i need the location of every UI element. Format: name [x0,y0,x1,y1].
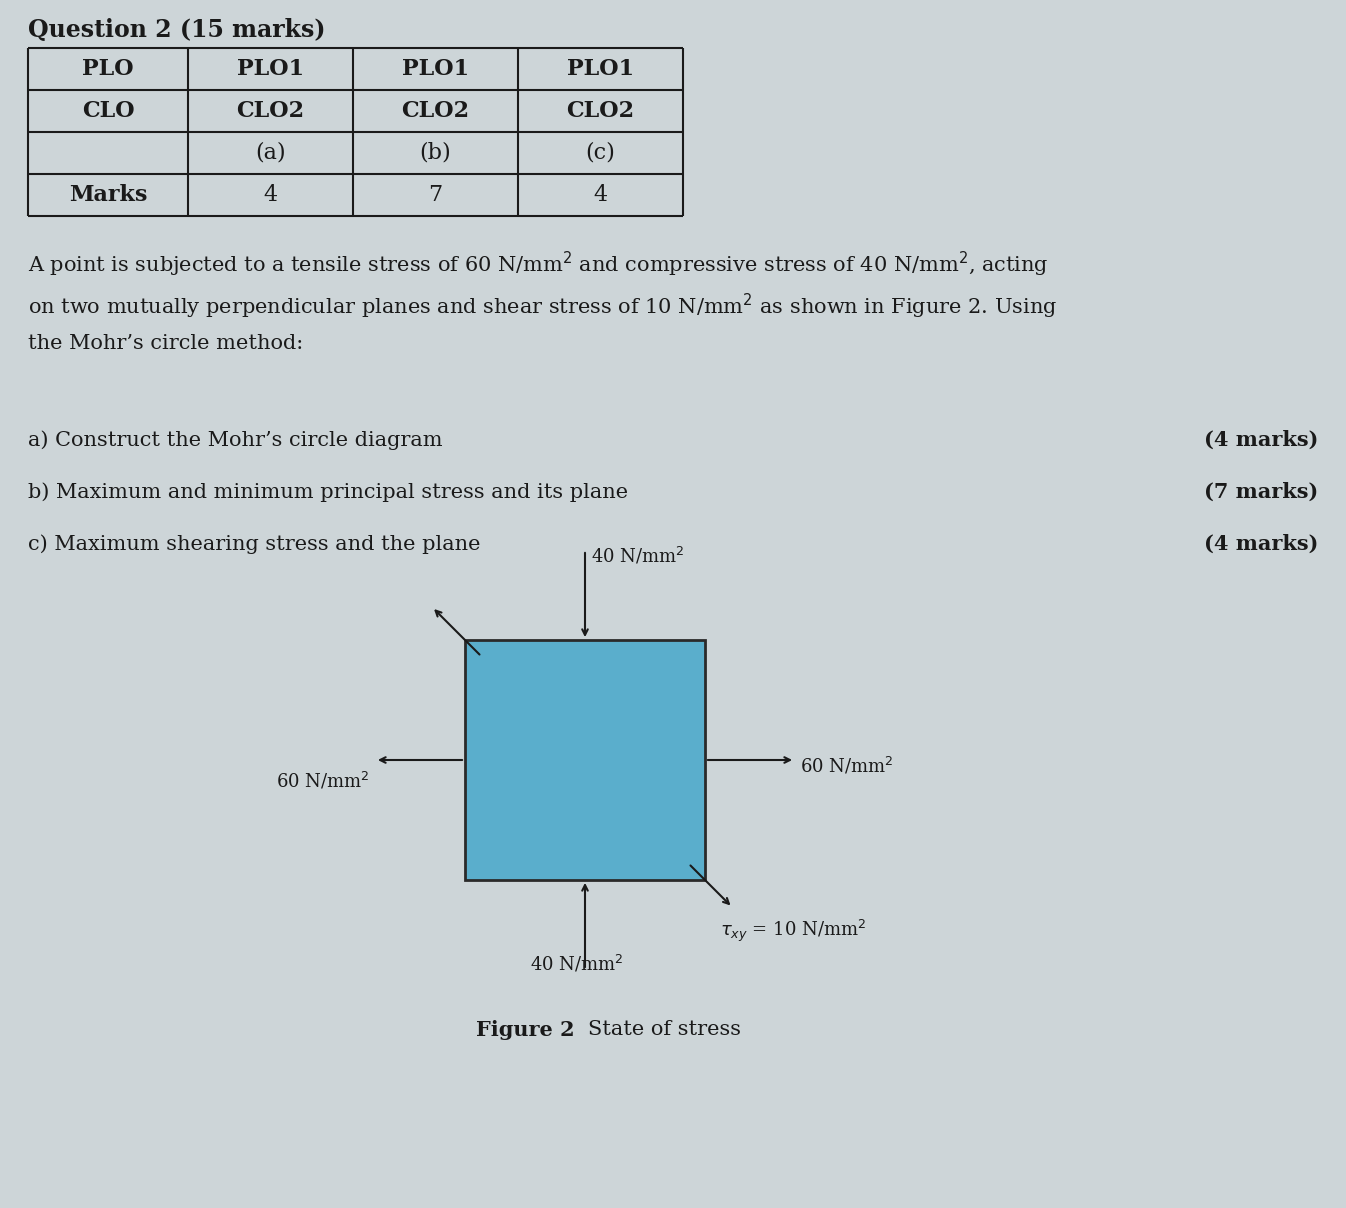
Text: (4 marks): (4 marks) [1203,430,1318,451]
Text: a) Construct the Mohr’s circle diagram: a) Construct the Mohr’s circle diagram [28,430,443,449]
Text: b) Maximum and minimum principal stress and its plane: b) Maximum and minimum principal stress … [28,482,629,501]
Text: (a): (a) [256,143,285,164]
Text: CLO: CLO [82,100,135,122]
Text: CLO2: CLO2 [401,100,470,122]
Text: PLO1: PLO1 [237,58,304,80]
Text: PLO1: PLO1 [402,58,468,80]
Text: the Mohr’s circle method:: the Mohr’s circle method: [28,333,303,353]
Text: 7: 7 [428,184,443,207]
Bar [464,640,705,879]
Text: (c): (c) [586,143,615,164]
Text: 40 N/mm$^2$: 40 N/mm$^2$ [530,954,623,975]
Text: 40 N/mm$^2$: 40 N/mm$^2$ [591,545,685,567]
Text: PLO1: PLO1 [567,58,634,80]
Text: PLO: PLO [82,58,133,80]
Text: CLO2: CLO2 [567,100,634,122]
Text: 60 N/mm$^2$: 60 N/mm$^2$ [800,755,894,776]
Text: c) Maximum shearing stress and the plane: c) Maximum shearing stress and the plane [28,534,481,553]
Text: State of stress: State of stress [588,1020,742,1039]
Text: 4: 4 [594,184,607,207]
Text: (b): (b) [420,143,451,164]
Text: Marks: Marks [69,184,147,207]
Text: 4: 4 [264,184,277,207]
Text: Figure 2: Figure 2 [475,1020,575,1040]
Text: Question 2 (15 marks): Question 2 (15 marks) [28,18,326,42]
Text: (4 marks): (4 marks) [1203,534,1318,554]
Text: 60 N/mm$^2$: 60 N/mm$^2$ [276,769,370,791]
Text: $\tau_{xy}$ = 10 N/mm$^2$: $\tau_{xy}$ = 10 N/mm$^2$ [720,918,867,943]
Text: A point is subjected to a tensile stress of 60 N/mm$^2$ and compressive stress o: A point is subjected to a tensile stress… [28,250,1049,279]
Text: CLO2: CLO2 [237,100,304,122]
Text: on two mutually perpendicular planes and shear stress of 10 N/mm$^2$ as shown in: on two mutually perpendicular planes and… [28,292,1058,321]
Text: (7 marks): (7 marks) [1203,482,1318,503]
